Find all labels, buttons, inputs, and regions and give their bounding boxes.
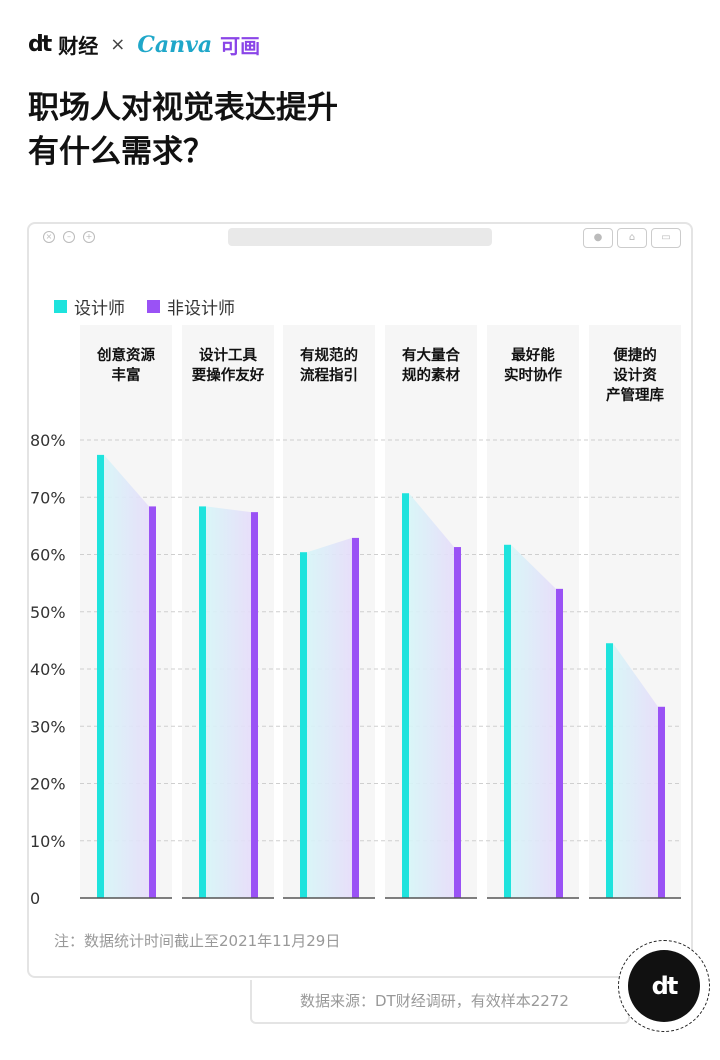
legend-swatch: [147, 300, 160, 313]
bar-non-designer: [454, 547, 461, 898]
bar-designer: [300, 552, 307, 898]
bar-non-designer: [251, 512, 258, 898]
bar-non-designer: [352, 537, 359, 898]
category-label-line: 产管理库: [606, 388, 664, 404]
y-tick-label: 80%: [30, 431, 66, 450]
bar-non-designer: [556, 588, 563, 898]
category-label: 有规范的 流程指引: [283, 346, 375, 386]
category-label-line: 流程指引: [300, 368, 358, 384]
legend-label: 非设计师: [167, 299, 235, 319]
dt-logo: dt: [28, 32, 52, 57]
bar-designer: [504, 544, 511, 898]
category-label-line: 规的素材: [402, 368, 460, 384]
legend-designer: 设计师: [54, 294, 125, 319]
record-icon: ●: [583, 228, 613, 248]
y-tick-label: 70%: [30, 488, 66, 507]
page-title: 职场人对视觉表达提升 有什么需求？: [28, 86, 338, 174]
y-tick-label: 20%: [30, 775, 66, 794]
source-text: 数据来源：DT财经调研，有效样本2272: [300, 992, 569, 1010]
dt-badge: dt: [618, 940, 710, 1032]
caijing-text: 财经: [58, 34, 99, 58]
legend-swatch: [54, 300, 67, 313]
area-fill: [409, 493, 454, 898]
category-label-line: 最好能: [511, 348, 555, 364]
category-label: 便捷的设计资产管理库: [589, 346, 681, 406]
bar-non-designer: [149, 506, 156, 898]
legend-non-designer: 非设计师: [147, 294, 235, 319]
title-line-2: 有什么需求？: [28, 134, 214, 170]
bar-designer: [402, 493, 409, 898]
canva-logo: Canva: [137, 31, 213, 58]
area-fill: [206, 506, 251, 898]
minimize-icon: –: [63, 231, 75, 243]
category-label: 创意资源 丰富: [80, 346, 172, 386]
window-icon: ▭: [651, 228, 681, 248]
brand-header: dt 财经 × Canva 可画: [28, 30, 260, 59]
area-fill: [511, 544, 556, 898]
bar-non-designer: [658, 706, 665, 898]
kehua-logo: 可画: [220, 34, 261, 58]
y-tick-label: 40%: [30, 660, 66, 679]
area-fill: [307, 537, 352, 898]
y-tick-label: 60%: [30, 546, 66, 565]
y-tick-label: 10%: [30, 832, 66, 851]
close-icon: ×: [43, 231, 55, 243]
category-label: 有大量合 规的素材: [385, 346, 477, 386]
bar-designer: [606, 643, 613, 898]
category-label-line: 丰富: [111, 368, 141, 384]
category-label-line: 要操作友好: [191, 368, 265, 384]
y-tick-label: 0: [30, 889, 40, 908]
category-label-line: 设计资: [613, 368, 657, 384]
category-label-line: 便捷的: [613, 348, 657, 364]
category-label-line: 设计工具: [199, 348, 257, 364]
bar-designer: [199, 506, 206, 898]
dt-badge-logo: dt: [628, 950, 700, 1022]
category-label: 最好能 实时协作: [487, 346, 579, 386]
category-label-line: 创意资源: [97, 348, 155, 364]
area-fill: [104, 454, 149, 898]
home-icon: ⌂: [617, 228, 647, 248]
y-tick-label: 30%: [30, 717, 66, 736]
maximize-icon: +: [83, 231, 95, 243]
legend: 设计师 非设计师: [54, 294, 235, 319]
area-fill: [613, 643, 658, 898]
category-label-line: 实时协作: [504, 368, 562, 384]
source-tab: [250, 980, 630, 1024]
category-label-line: 有大量合: [402, 348, 460, 364]
note: 注：数据统计时间截止至2021年11月29日: [54, 932, 341, 950]
times-sign: ×: [110, 34, 126, 55]
category-label: 设计工具 要操作友好: [182, 346, 274, 386]
bar-designer: [97, 454, 104, 898]
category-label-line: 有规范的: [300, 348, 358, 364]
legend-label: 设计师: [74, 299, 125, 319]
y-tick-label: 50%: [30, 603, 66, 622]
address-bar: [228, 228, 492, 246]
title-line-1: 职场人对视觉表达提升: [28, 90, 338, 126]
